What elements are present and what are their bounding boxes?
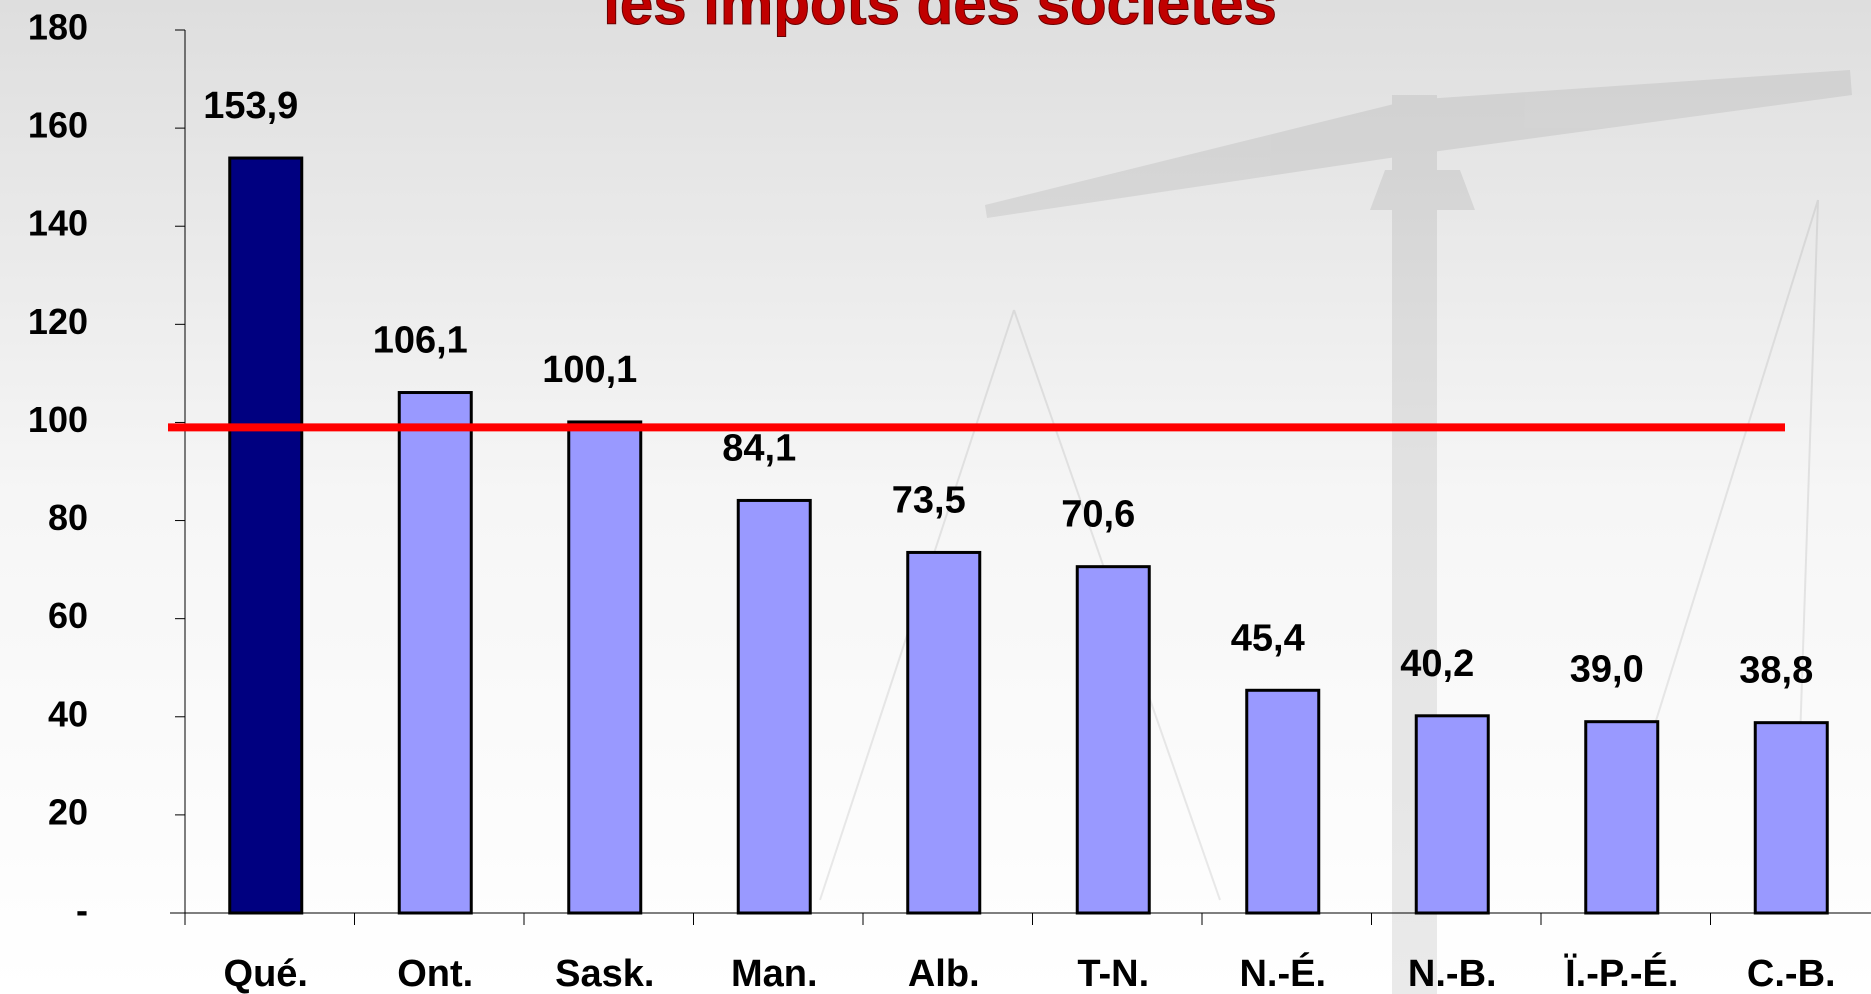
value-label: 40,2 <box>1400 643 1474 685</box>
y-tick-label: 60 <box>48 595 88 636</box>
chart-title: les impôts des sociétés <box>603 0 1277 37</box>
y-tick-label: 80 <box>48 497 88 538</box>
value-label: 38,8 <box>1739 650 1813 692</box>
bar <box>738 500 810 913</box>
x-tick-label: N.-É. <box>1239 951 1326 994</box>
value-label: 106,1 <box>373 320 468 362</box>
value-label: 45,4 <box>1231 617 1305 659</box>
bar <box>1247 690 1319 913</box>
value-label: 84,1 <box>722 427 796 469</box>
y-tick-label: - <box>76 890 88 931</box>
bar <box>569 422 641 913</box>
value-label: 39,0 <box>1570 649 1644 691</box>
y-tick-label: 20 <box>48 791 88 832</box>
x-tick-label: T-N. <box>1077 953 1149 994</box>
x-tick-label: Qué. <box>224 953 308 994</box>
y-tick-label: 140 <box>28 203 88 244</box>
value-label: 70,6 <box>1061 494 1135 536</box>
value-label: 100,1 <box>542 349 637 391</box>
y-tick-label: 120 <box>28 301 88 342</box>
bar <box>1077 567 1149 913</box>
x-tick-label: Man. <box>731 953 818 994</box>
chart: les impôts des sociétés - 20 40 60 80 100 120 1… <box>0 0 1871 994</box>
x-tick-label: N.-B. <box>1408 953 1497 994</box>
y-tick-label: 160 <box>28 105 88 146</box>
y-tick-label: 100 <box>28 399 88 440</box>
x-tick-label: C.-B. <box>1747 953 1836 994</box>
bar <box>1586 722 1658 913</box>
y-tick-label: 180 <box>28 7 88 48</box>
bar <box>1416 716 1488 913</box>
bar <box>1755 723 1827 913</box>
x-tick-label: Ont. <box>397 953 473 994</box>
bar <box>230 158 302 913</box>
x-tick-label: Ï.-P.-É. <box>1564 951 1678 994</box>
value-label: 73,5 <box>892 479 966 521</box>
bar <box>908 552 980 913</box>
x-tick-label: Alb. <box>908 953 980 994</box>
x-tick-label: Sask. <box>555 953 654 994</box>
bar <box>399 393 471 913</box>
y-tick-label: 40 <box>48 693 88 734</box>
value-label: 153,9 <box>203 85 298 127</box>
